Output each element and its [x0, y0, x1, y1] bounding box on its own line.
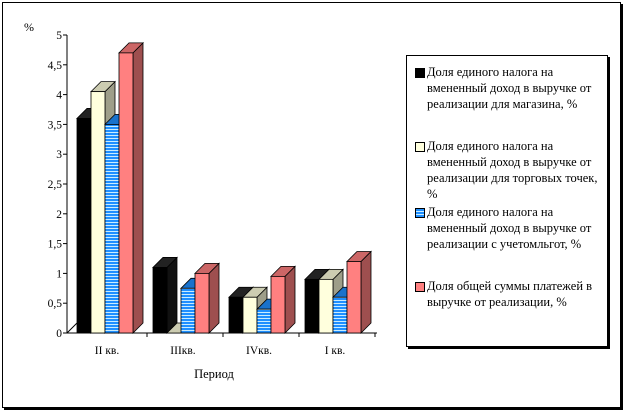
- legend-label: Доля единого налога на вмененный доход в…: [427, 205, 592, 251]
- legend-item-1: Доля единого налога на вмененный доход в…: [415, 64, 603, 112]
- legend-swatch: [415, 68, 425, 78]
- y-tick-label: 0,5: [48, 298, 63, 310]
- x-tick-label: I кв.: [325, 345, 346, 357]
- y-axis-label: %: [24, 20, 34, 34]
- x-tick-label: IVкв.: [246, 345, 272, 357]
- y-tick-label: 3: [56, 149, 62, 161]
- y-tick-label: 4,5: [48, 60, 63, 72]
- y-tick-label: 5: [56, 30, 62, 42]
- legend-swatch: [415, 282, 425, 292]
- legend-item-3: Доля единого налога на вмененный доход в…: [415, 204, 603, 252]
- y-tick-label: 2: [56, 209, 62, 221]
- bar-4-2: [194, 262, 220, 334]
- x-axis-label: Период: [194, 367, 234, 381]
- legend-swatch: [415, 208, 425, 218]
- legend: Доля единого налога на вмененный доход в…: [406, 55, 608, 347]
- y-tick-label: 1: [56, 268, 62, 280]
- bar-1-2: [152, 256, 178, 334]
- y-tick-label: 3,5: [48, 119, 63, 131]
- x-axis-depth-line: [66, 322, 78, 334]
- legend-item-4: Доля общей суммы платежей в выручке от р…: [415, 278, 603, 310]
- x-tick-label: IIIкв.: [170, 345, 196, 357]
- legend-label: Доля общей суммы платежей в выручке от р…: [427, 279, 593, 309]
- y-tick-label: 2,5: [48, 179, 63, 191]
- legend-label: Доля единого налога на вмененный доход в…: [427, 65, 592, 111]
- y-tick-label: 0: [56, 328, 62, 340]
- bar-4-4: [346, 250, 372, 334]
- bar-4-3: [270, 265, 296, 334]
- x-tick-label: II кв.: [95, 345, 120, 357]
- y-tick-label: 4: [56, 90, 62, 102]
- bar-4-1: [118, 41, 144, 334]
- y-tick-label: 1,5: [48, 239, 63, 251]
- legend-label: Доля единого налога на вмененный доход в…: [427, 139, 598, 201]
- legend-swatch: [415, 142, 425, 152]
- legend-item-2: Доля единого налога на вмененный доход в…: [415, 138, 603, 202]
